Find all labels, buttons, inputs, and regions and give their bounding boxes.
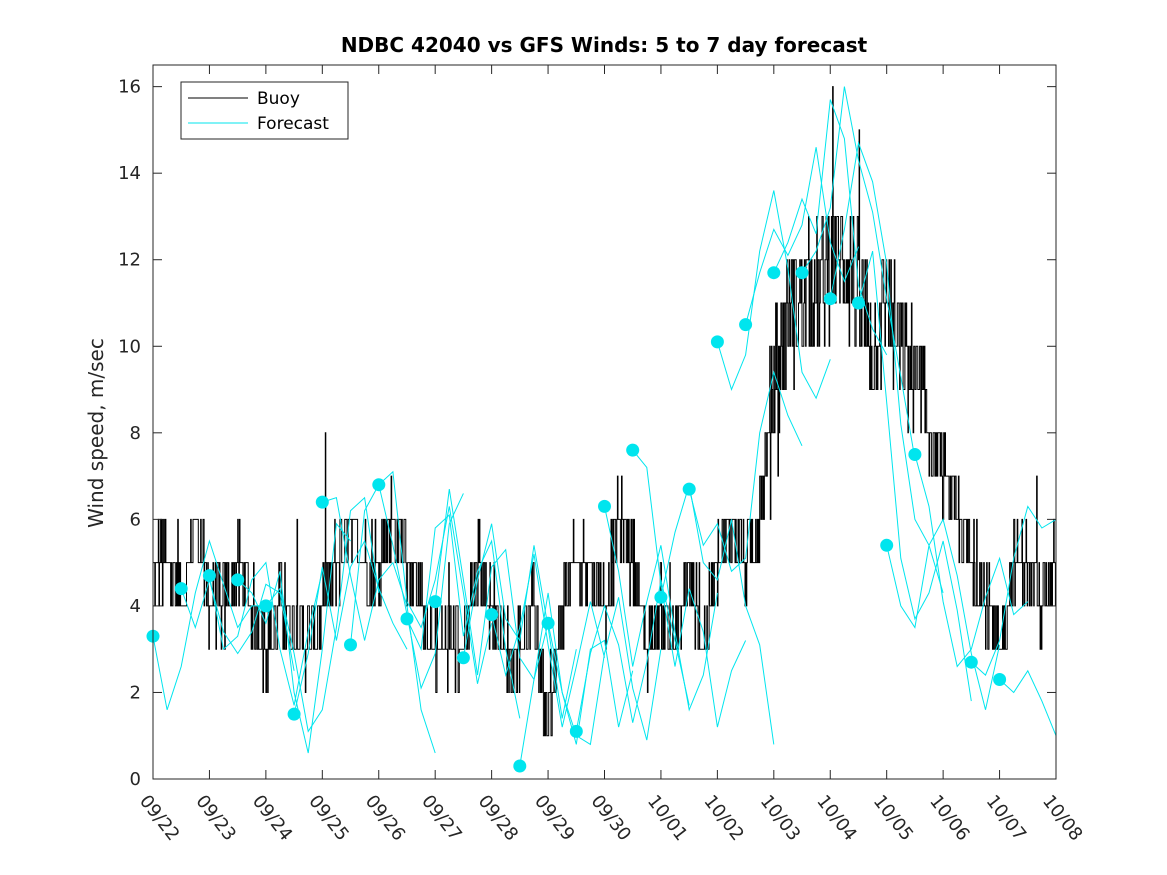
- forecast-line: [914, 454, 1029, 668]
- y-tick-label: 12: [118, 250, 141, 271]
- y-tick-label: 2: [130, 682, 141, 703]
- forecast-line: [293, 539, 408, 715]
- forecast-line: [462, 523, 577, 719]
- y-tick-label: 4: [130, 596, 141, 617]
- legend-box: [180, 81, 349, 140]
- forecast-line: [773, 99, 888, 356]
- forecast-marker: [400, 612, 414, 626]
- forecast-marker: [767, 266, 781, 280]
- y-axis-ticks: 0 2 4 6 8 10 12 14 16: [118, 77, 1056, 790]
- legend-label-buoy: Buoy: [257, 89, 300, 109]
- y-axis-label: Wind speed, m/sec: [84, 338, 108, 528]
- chart-title: NDBC 42040 vs GFS Winds: 5 to 7 day fore…: [341, 33, 868, 57]
- forecast-line: [745, 147, 859, 325]
- forecast-line: [322, 497, 436, 754]
- y-tick-label: 8: [130, 423, 141, 444]
- forecast-marker: [964, 655, 978, 669]
- y-tick-label: 10: [118, 336, 141, 357]
- forecast-marker: [372, 478, 386, 492]
- legend-label-forecast: Forecast: [257, 114, 329, 134]
- forecast-marker: [259, 599, 273, 613]
- forecast-line: [519, 592, 634, 767]
- forecast-markers: [146, 266, 1007, 773]
- forecast-marker: [795, 266, 809, 280]
- forecast-marker: [710, 335, 724, 349]
- forecast-marker: [739, 318, 753, 332]
- y-tick-label: 6: [130, 509, 141, 530]
- forecast-marker: [485, 608, 499, 622]
- forecast-line: [152, 539, 266, 710]
- forecast-line: [237, 522, 351, 754]
- forecast-line: [434, 489, 549, 681]
- y-tick-label: 0: [130, 769, 141, 790]
- forecast-marker: [823, 292, 837, 306]
- forecast-marker: [513, 759, 527, 773]
- forecast-line: [858, 250, 972, 702]
- forecast-line: [406, 513, 521, 719]
- forecast-line: [716, 190, 831, 400]
- forecast-line: [829, 140, 944, 594]
- buoy-line: [153, 86, 1056, 737]
- forecast-line: [208, 561, 323, 706]
- forecast-marker: [682, 482, 696, 496]
- forecast-line: [547, 597, 662, 746]
- forecast-marker: [428, 595, 442, 609]
- forecast-marker: [852, 296, 865, 310]
- forecast-line: [688, 370, 803, 573]
- forecast-marker: [287, 707, 301, 721]
- forecast-line: [575, 579, 690, 732]
- forecast-series: [152, 86, 1057, 767]
- forecast-line: [999, 669, 1057, 736]
- forecast-marker: [880, 538, 894, 552]
- buoy-series: [153, 86, 1056, 737]
- forecast-marker: [598, 499, 611, 513]
- legend: Buoy Forecast: [180, 81, 349, 140]
- forecast-marker: [908, 448, 922, 461]
- forecast-marker: [344, 638, 357, 652]
- forecast-marker: [231, 573, 245, 587]
- forecast-marker: [626, 443, 640, 457]
- forecast-marker: [315, 495, 329, 509]
- forecast-marker: [993, 673, 1007, 686]
- forecast-line: [632, 449, 747, 728]
- forecast-line: [660, 484, 775, 745]
- forecast-line: [801, 86, 916, 459]
- forecast-line: [886, 518, 1001, 710]
- forecast-marker: [569, 724, 583, 738]
- forecast-marker: [202, 569, 216, 583]
- forecast-line: [265, 496, 380, 733]
- y-tick-label: 14: [118, 163, 141, 184]
- forecast-marker: [541, 616, 555, 630]
- forecast-marker: [654, 590, 668, 604]
- forecast-marker: [174, 582, 188, 596]
- forecast-line: [491, 553, 605, 728]
- forecast-marker: [456, 651, 470, 665]
- forecast-line: [378, 470, 493, 684]
- forecast-line: [604, 506, 718, 712]
- forecast-line: [970, 505, 1057, 676]
- y-tick-label: 16: [118, 77, 141, 98]
